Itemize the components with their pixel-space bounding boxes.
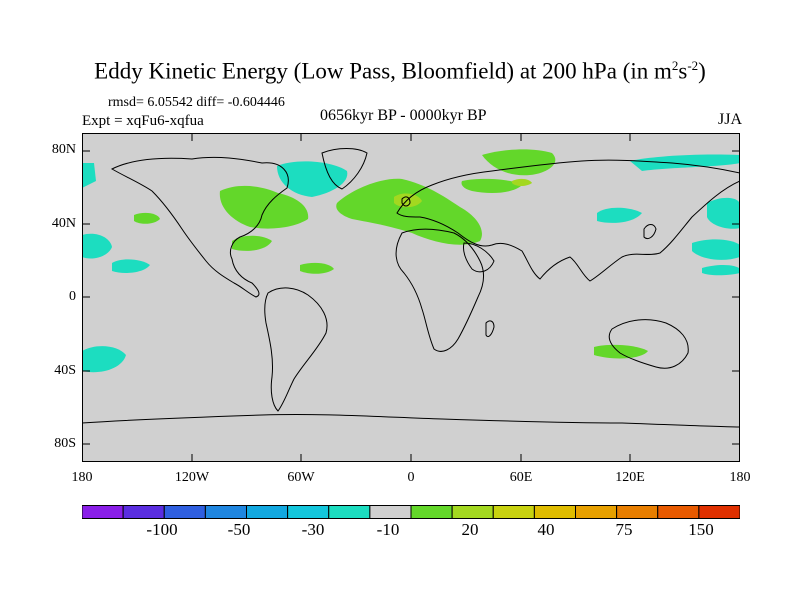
chart-title: Eddy Kinetic Energy (Low Pass, Bloomfiel… xyxy=(94,58,706,84)
x-tick-label: 180 xyxy=(71,470,93,485)
colorbar-swatch xyxy=(369,505,412,519)
colorbar-label: 40 xyxy=(537,520,555,539)
colorbar-swatch xyxy=(451,505,494,519)
colorbar-swatch xyxy=(533,505,577,519)
colorbar-swatch xyxy=(82,505,124,519)
colorbar-swatch xyxy=(492,505,535,519)
y-tick-label: 40N xyxy=(51,216,76,231)
colorbar xyxy=(82,505,740,519)
x-tick-label: 60W xyxy=(287,470,315,485)
colorbar-label: -100 xyxy=(146,520,178,539)
y-tick-label: 0 xyxy=(69,289,76,304)
colorbar-label: 75 xyxy=(615,520,633,539)
x-tick-label: 120E xyxy=(615,470,645,485)
y-tick-label: 40S xyxy=(54,363,76,378)
experiment-label: Expt = xqFu6-xqfua xyxy=(82,113,204,129)
anomaly-contours xyxy=(82,149,740,373)
axis-ticks xyxy=(82,133,740,462)
x-tick-label: 180 xyxy=(729,470,751,485)
x-tick-label: 120W xyxy=(174,470,210,485)
y-tick-label: 80N xyxy=(51,142,76,157)
y-tick-label: 80S xyxy=(54,436,76,451)
colorbar-swatch xyxy=(163,505,206,519)
colorbar-swatch xyxy=(122,505,165,519)
colorbar-swatch xyxy=(616,505,659,519)
colorbar-swatch xyxy=(328,505,371,519)
colorbar-label: -50 xyxy=(227,520,251,539)
colorbar-label: 150 xyxy=(688,520,714,539)
colorbar-label: 20 xyxy=(461,520,479,539)
x-tick-label: 60E xyxy=(509,470,533,485)
stats-label: rmsd= 6.05542 diff= -0.604446 xyxy=(108,95,285,110)
colorbar-swatch xyxy=(657,505,700,519)
colorbar-swatch xyxy=(246,505,289,519)
period-label: 0656kyr BP - 0000kyr BP xyxy=(320,107,487,124)
colorbar-swatch xyxy=(410,505,453,519)
coastlines xyxy=(82,148,740,428)
colorbar-swatch xyxy=(287,505,330,519)
x-tick-label: 0 xyxy=(407,470,415,485)
map-plot xyxy=(82,133,740,462)
season-label: JJA xyxy=(717,111,742,128)
colorbar-label: -10 xyxy=(376,520,400,539)
colorbar-label: -30 xyxy=(301,520,325,539)
colorbar-swatch xyxy=(204,505,248,519)
colorbar-swatch xyxy=(575,505,618,519)
colorbar-swatch xyxy=(698,505,740,519)
